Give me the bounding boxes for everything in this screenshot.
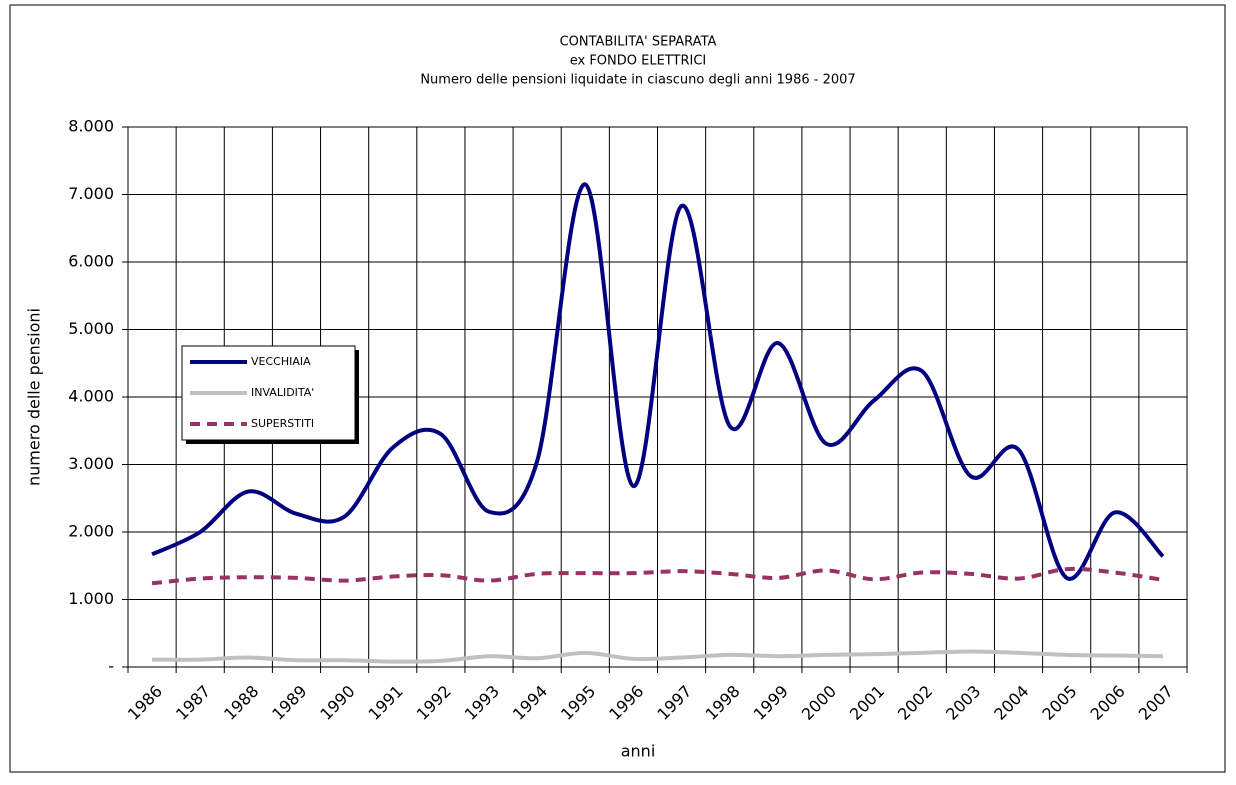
y-tick-label: 2.000: [68, 522, 114, 541]
legend-label: SUPERSTITI: [251, 417, 314, 430]
chart-title: CONTABILITA' SEPARATA: [560, 35, 717, 50]
y-tick-label: 4.000: [68, 387, 114, 406]
y-axis-label: numero delle pensioni: [25, 308, 44, 486]
y-tick-label: 3.000: [68, 454, 114, 473]
y-tick-label: 1.000: [68, 589, 114, 608]
y-tick-label: 7.000: [68, 184, 114, 203]
y-tick-label: 5.000: [68, 319, 114, 338]
chart-title: ex FONDO ELETTRICI: [570, 54, 707, 69]
y-tick-label: 6.000: [68, 252, 114, 271]
legend-label: INVALIDITA': [251, 386, 314, 399]
legend-label: VECCHIAIA: [251, 355, 311, 368]
y-tick-label: 8.000: [68, 117, 114, 136]
series-line: [151, 182, 1165, 581]
chart-title: Numero delle pensioni liquidate in ciasc…: [420, 73, 855, 88]
y-tick-label: -: [108, 657, 114, 676]
series-line: [152, 649, 1163, 664]
x-axis-label: anni: [621, 742, 656, 761]
